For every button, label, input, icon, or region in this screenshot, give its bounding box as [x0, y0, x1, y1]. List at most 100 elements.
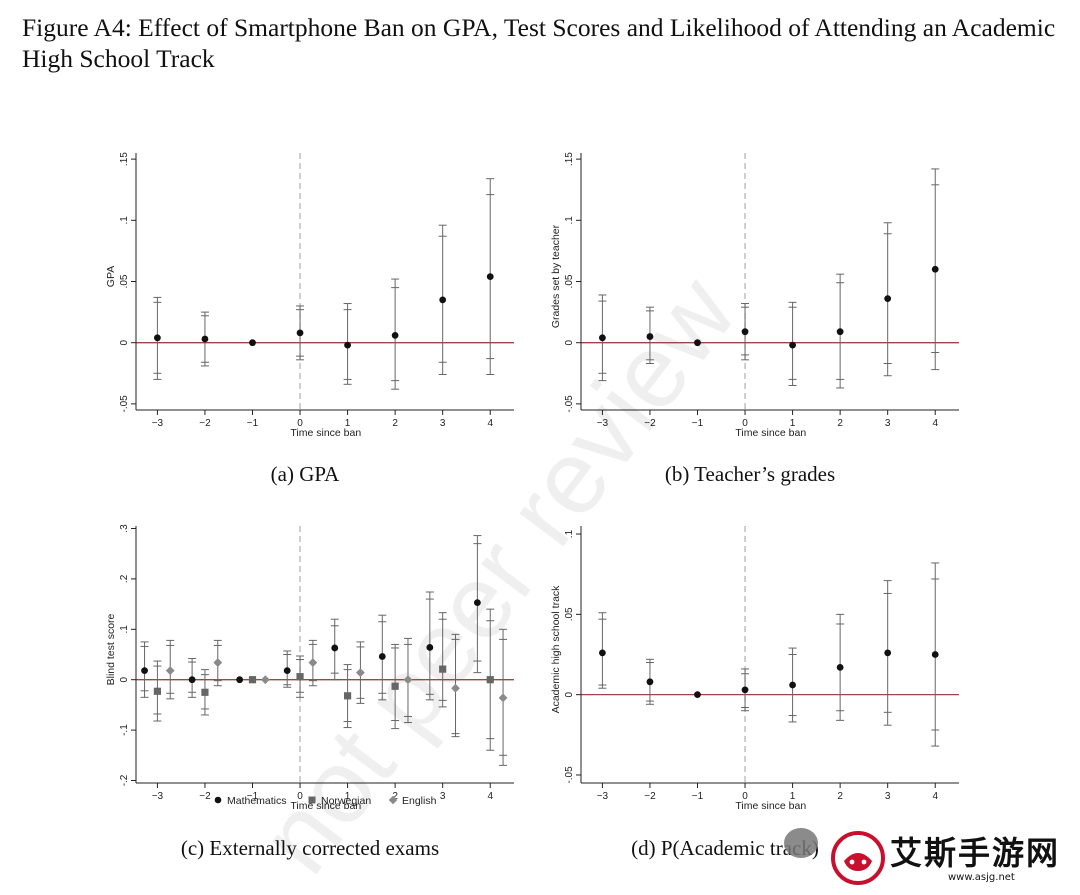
- point-norwegian: [153, 687, 161, 695]
- legend-marker-mathematics: [214, 796, 222, 804]
- point-estimate: [931, 651, 939, 658]
- legend-label: English: [402, 795, 437, 807]
- point-norwegian: [391, 682, 399, 690]
- point-estimate: [741, 328, 749, 336]
- x-tick-label: 4: [932, 418, 938, 429]
- chart-academic-track: -.05 0 .05 .1 −3 −2 −1 0 1 2 3 4 Time since ban Acade…: [550, 526, 959, 812]
- x-axis-label: Time since ban: [290, 427, 361, 439]
- y-tick-label: .15: [564, 152, 575, 166]
- point-estimate: [249, 339, 256, 347]
- x-tick-label: −2: [199, 791, 211, 802]
- point-estimate: [391, 331, 399, 339]
- chart-gpa: -.05 0 .05 .1 .15 −3 −2 −1 0 1 2 3 4 Time since ban GP…: [105, 152, 514, 439]
- chart-teacher-grades: -.05 0 .05 .1 .15 −3 −2 −1 0 1 2 3 4 Time since ban Gr…: [550, 152, 959, 439]
- point-norwegian: [248, 676, 257, 684]
- x-tick-label: 3: [440, 791, 446, 802]
- x-tick-label: −1: [247, 418, 259, 429]
- chat-bubble-icon: [784, 828, 818, 858]
- point-english: [403, 675, 413, 685]
- legend-label: Norwegian: [321, 795, 371, 807]
- y-tick-label: .1: [119, 216, 130, 225]
- caption-a: (a) GPA: [270, 462, 340, 486]
- y-tick-label: .1: [564, 529, 575, 538]
- y-axis-label: Grades set by teacher: [550, 224, 562, 328]
- panel-c: -.2 -.1 0 .1 .2 .3 −3 −2 −1 0 1 2 3 4 Time since ban Bl…: [100, 518, 520, 818]
- point-estimate: [646, 678, 654, 686]
- x-tick-label: 3: [885, 791, 891, 802]
- y-axis-label: GPA: [105, 266, 117, 287]
- point-estimate: [153, 334, 161, 342]
- y-tick-label: 0: [119, 339, 130, 345]
- x-tick-label: 4: [487, 791, 493, 802]
- point-estimate: [296, 329, 304, 337]
- y-tick-label: -.05: [564, 395, 575, 413]
- legend-marker-norwegian: [308, 796, 316, 804]
- caption-c: (c) Externally corrected exams: [180, 836, 440, 860]
- point-estimate: [344, 341, 351, 349]
- point-estimate: [789, 341, 796, 349]
- point-mathematics: [473, 599, 481, 606]
- point-english: [165, 666, 175, 676]
- x-tick-label: −2: [199, 418, 211, 429]
- x-tick-label: 1: [790, 791, 796, 802]
- y-axis-label: Academic high school track: [550, 585, 562, 714]
- x-axis-label: Time since ban: [735, 800, 806, 812]
- x-tick-label: 0: [742, 418, 748, 429]
- legend-label: Mathematics: [227, 795, 287, 807]
- x-tick-label: −3: [597, 791, 609, 802]
- point-estimate: [486, 273, 494, 281]
- point-mathematics: [426, 644, 434, 651]
- x-tick-label: 2: [837, 418, 843, 429]
- x-axis-label: Time since ban: [735, 427, 806, 439]
- x-tick-label: 2: [837, 791, 843, 802]
- point-estimate: [201, 335, 209, 343]
- point-mathematics: [236, 676, 244, 684]
- site-logo[interactable]: 艾斯手游网 www.asjg.net: [784, 826, 1078, 892]
- x-tick-label: −3: [152, 791, 164, 802]
- y-tick-label: .2: [119, 574, 130, 583]
- game-controller-icon: [831, 831, 885, 885]
- point-norwegian: [439, 665, 447, 673]
- y-tick-label: .15: [119, 152, 130, 166]
- caption-b: (b) Teacher’s grades: [664, 462, 836, 486]
- x-tick-label: 4: [487, 418, 493, 429]
- point-norwegian: [296, 673, 304, 681]
- panel-d: -.05 0 .05 .1 −3 −2 −1 0 1 2 3 4 Time since ban Acade…: [545, 518, 965, 818]
- x-tick-label: 2: [392, 418, 398, 429]
- point-english: [260, 675, 270, 685]
- logo-text: 艾斯手游网: [890, 834, 1061, 872]
- point-english: [356, 668, 365, 678]
- point-norwegian: [201, 688, 209, 696]
- point-norwegian: [486, 676, 494, 684]
- y-tick-label: .1: [119, 625, 130, 634]
- x-tick-label: 2: [392, 791, 398, 802]
- panel-a: -.05 0 .05 .1 .15 −3 −2 −1 0 1 2 3 4 Time since ban GP…: [100, 145, 520, 445]
- point-mathematics: [283, 667, 291, 675]
- point-estimate: [646, 333, 654, 340]
- point-mathematics: [141, 667, 148, 675]
- point-estimate: [884, 295, 892, 303]
- point-english: [213, 658, 223, 667]
- x-tick-label: −3: [152, 418, 164, 429]
- y-tick-label: -.1: [119, 724, 130, 736]
- legend: Mathematics Norwegian English: [214, 795, 437, 807]
- x-tick-label: 0: [742, 791, 748, 802]
- point-mathematics: [378, 653, 386, 660]
- point-estimate: [694, 691, 701, 699]
- y-tick-label: .05: [119, 274, 130, 288]
- x-tick-label: 1: [345, 418, 351, 429]
- x-tick-label: 3: [885, 418, 891, 429]
- x-tick-label: 4: [932, 791, 938, 802]
- x-tick-label: −2: [644, 791, 656, 802]
- panel-b: -.05 0 .05 .1 .15 −3 −2 −1 0 1 2 3 4 Time since ban Gr…: [545, 145, 965, 445]
- y-tick-label: 0: [564, 339, 575, 345]
- x-tick-label: 3: [440, 418, 446, 429]
- y-tick-label: -.05: [119, 395, 130, 413]
- x-tick-label: −1: [692, 791, 704, 802]
- y-tick-label: .05: [564, 607, 575, 621]
- x-tick-label: 0: [297, 791, 303, 802]
- x-axis-label: Time since ban: [290, 800, 361, 812]
- point-estimate: [931, 265, 939, 273]
- x-tick-label: 0: [297, 418, 303, 429]
- x-tick-label: 1: [345, 791, 351, 802]
